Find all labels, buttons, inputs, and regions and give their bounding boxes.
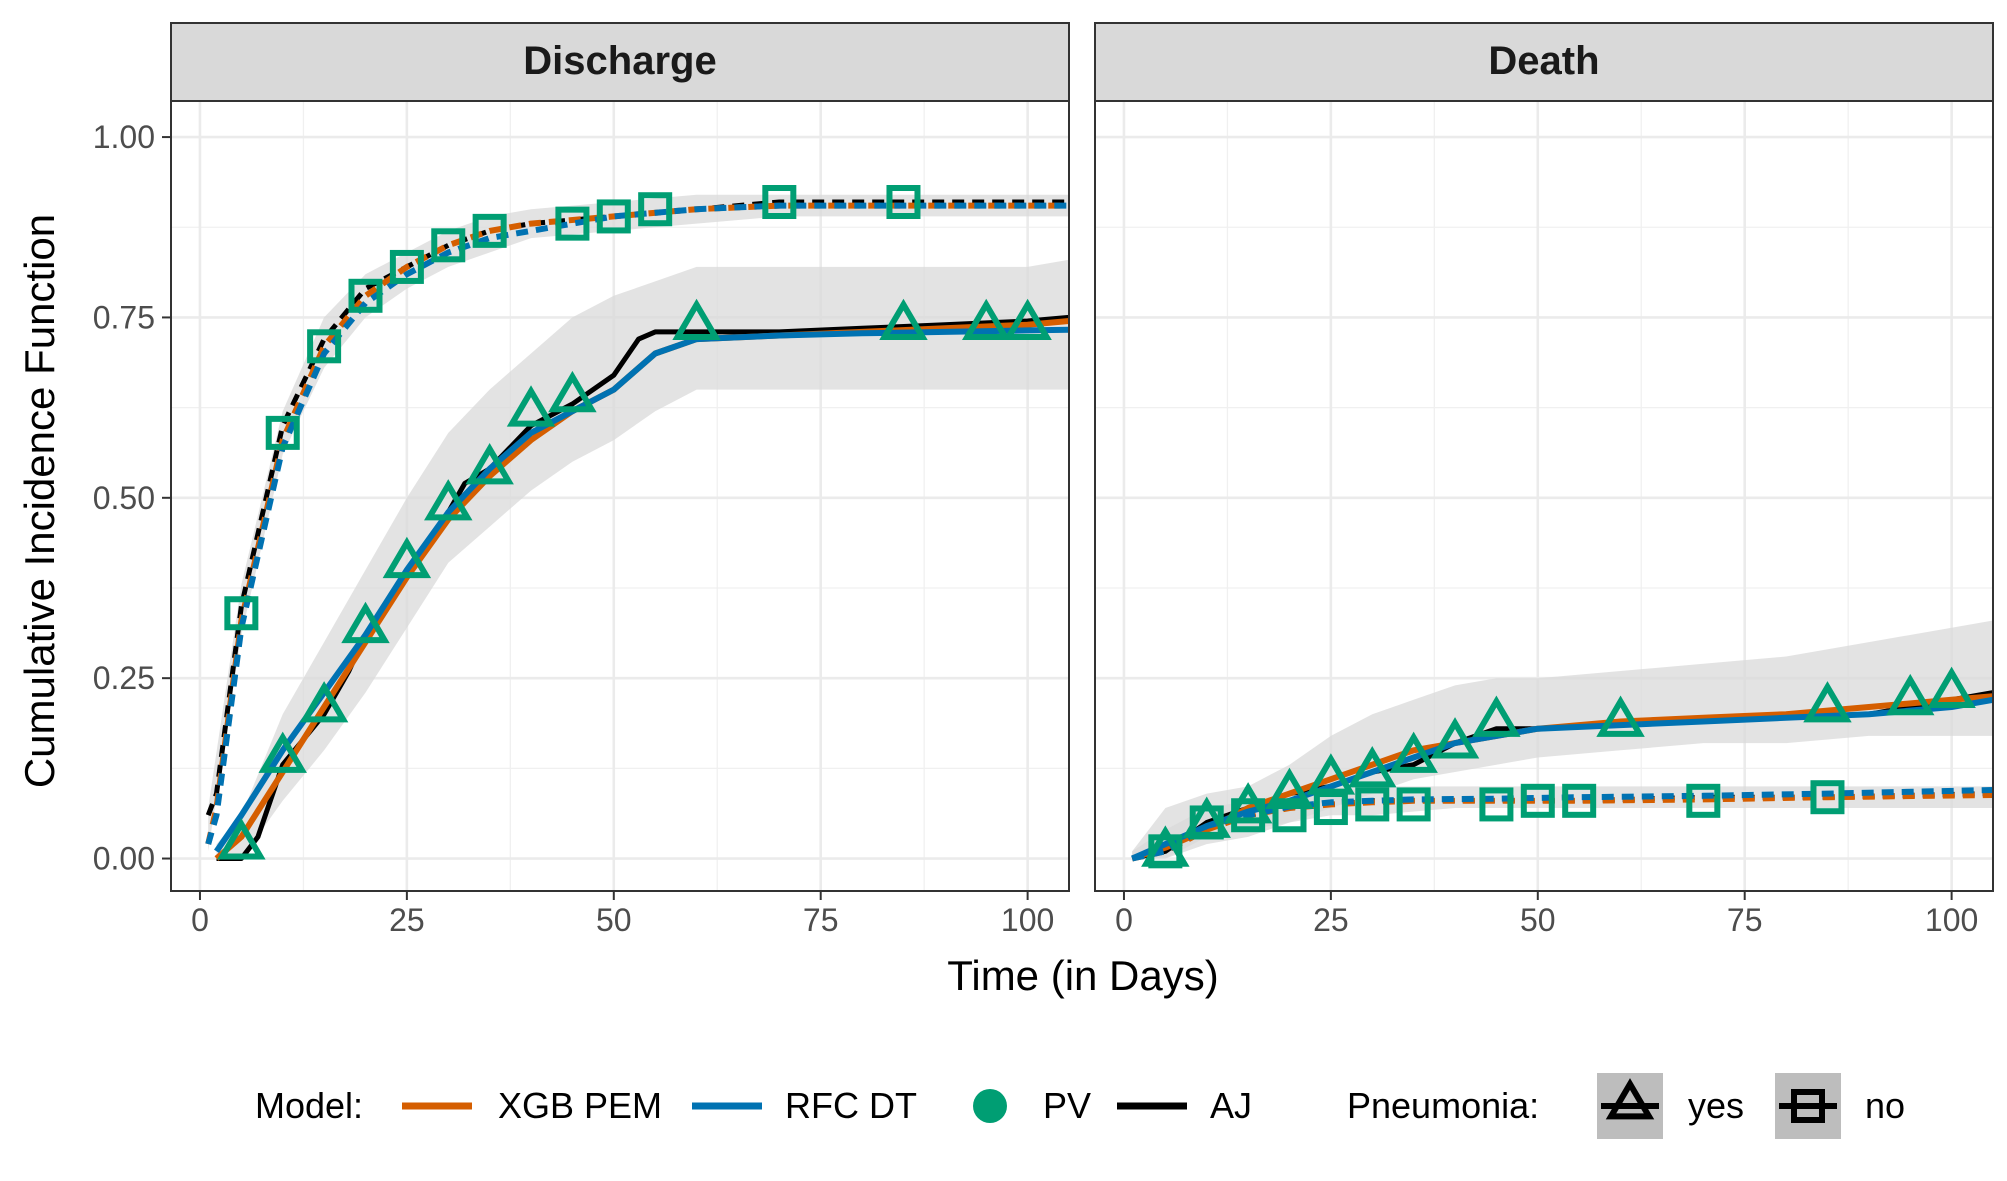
confidence-band-yes	[216, 259, 1069, 859]
panel-plot-area	[205, 185, 1069, 861]
pv-point-square	[1148, 834, 1183, 869]
pv-point-triangle	[299, 681, 349, 723]
axes: Time (in Days) Cumulative Incidence Func…	[16, 119, 1978, 999]
pv-point-triangle	[1472, 695, 1521, 737]
pv-point-triangle	[465, 443, 514, 485]
pv-point-square	[472, 213, 507, 248]
x-axis-title: Time (in Days)	[947, 952, 1218, 999]
pv-point-square	[1355, 787, 1390, 822]
legend-label-pv: PV	[1043, 1085, 1091, 1126]
pv-point-triangle	[382, 536, 432, 579]
pv-point-square	[1272, 798, 1307, 833]
legend-label-rfc-dt: RFC DT	[785, 1085, 917, 1126]
legend-key-pv	[973, 1089, 1007, 1123]
series-line-rfc-dt-no	[1131, 787, 1993, 862]
pv-point-triangle	[1389, 731, 1438, 773]
legend-key-triangle	[1605, 1078, 1655, 1120]
y-tick-label: 0.50	[93, 480, 155, 516]
pv-point-square	[265, 415, 300, 450]
pv-point-triangle	[217, 818, 266, 860]
pv-point-triangle	[1596, 695, 1645, 737]
pv-point-square	[1189, 805, 1224, 840]
pv-point-triangle	[1803, 681, 1852, 723]
y-tick-label: 0.00	[93, 841, 155, 877]
pv-point-square	[596, 199, 631, 234]
pv-point-triangle	[1927, 666, 1976, 708]
x-tick-label: 25	[389, 902, 425, 938]
pv-point-square	[555, 206, 590, 241]
pv-point-square	[389, 249, 424, 284]
pv-point-square	[348, 278, 383, 313]
legend-label-xgb-pem: XGB PEM	[498, 1085, 662, 1126]
legend-model-title: Model:	[255, 1085, 363, 1126]
pv-point-triangle	[548, 370, 597, 413]
panels: Discharge Death	[170, 22, 1994, 892]
pv-point-triangle	[961, 298, 1011, 341]
x-tick-label: 75	[1727, 902, 1763, 938]
pv-point-square	[762, 185, 797, 220]
pv-point-triangle	[341, 601, 390, 644]
x-tick-label: 50	[1520, 902, 1556, 938]
legend-pneumonia-title: Pneumonia:	[1347, 1085, 1539, 1126]
pv-point-triangle	[1348, 746, 1397, 788]
legend-label-aj: AJ	[1210, 1085, 1252, 1126]
panel-strip	[1094, 22, 1994, 102]
pv-point-triangle	[1430, 717, 1480, 759]
y-axis-title: Cumulative Incidence Function	[16, 214, 63, 788]
pv-point-square	[307, 329, 342, 364]
panel-background	[1095, 101, 1993, 891]
pv-point-triangle	[506, 385, 556, 427]
pv-point-square	[1810, 780, 1845, 815]
pv-point-triangle	[1885, 673, 1935, 716]
y-tick-label: 1.00	[93, 119, 155, 155]
x-tick-label: 50	[596, 902, 632, 938]
x-tick-label: 75	[803, 902, 839, 938]
x-tick-label: 100	[1001, 902, 1054, 938]
panel-strip-label: Death	[1488, 39, 1599, 83]
legend: Model: Pneumonia: XGB PEM RFC DT PV AJ yes no	[255, 1073, 1905, 1139]
pv-point-triangle	[879, 298, 928, 341]
pv-point-square	[638, 192, 673, 227]
pv-point-square	[1231, 798, 1266, 833]
legend-label-pneumonia-no: no	[1865, 1085, 1905, 1126]
y-tick-label: 0.75	[93, 299, 155, 335]
legend-label-pneumonia-yes: yes	[1688, 1085, 1744, 1126]
panel-discharge: Discharge	[170, 22, 1070, 892]
pv-point-square	[1396, 787, 1431, 822]
x-tick-label: 100	[1925, 902, 1978, 938]
pv-point-square	[1562, 783, 1597, 818]
panel-death: Death	[1094, 22, 1994, 892]
panel-plot-area	[1131, 620, 1993, 869]
pv-point-square	[886, 185, 921, 220]
panel-strip-label: Discharge	[523, 39, 716, 83]
pv-point-square	[1313, 791, 1348, 826]
x-tick-label: 0	[191, 902, 209, 938]
pv-point-triangle	[1003, 298, 1052, 341]
pv-point-triangle	[672, 298, 721, 341]
pv-point-square	[431, 228, 466, 263]
pv-point-triangle	[424, 479, 473, 521]
pv-point-square	[1686, 783, 1721, 818]
pv-point-triangle	[258, 731, 307, 773]
pv-point-square	[1520, 783, 1555, 818]
x-tick-label: 0	[1115, 902, 1133, 938]
pv-point-square	[224, 596, 259, 631]
series-line-rfc-dt-no	[205, 202, 1069, 845]
x-tick-label: 25	[1313, 902, 1349, 938]
pv-point-square	[1479, 787, 1514, 822]
legend-key-square	[1791, 1089, 1825, 1123]
y-tick-label: 0.25	[93, 660, 155, 696]
pv-point-triangle	[1265, 767, 1314, 810]
panel-strip	[170, 22, 1070, 102]
